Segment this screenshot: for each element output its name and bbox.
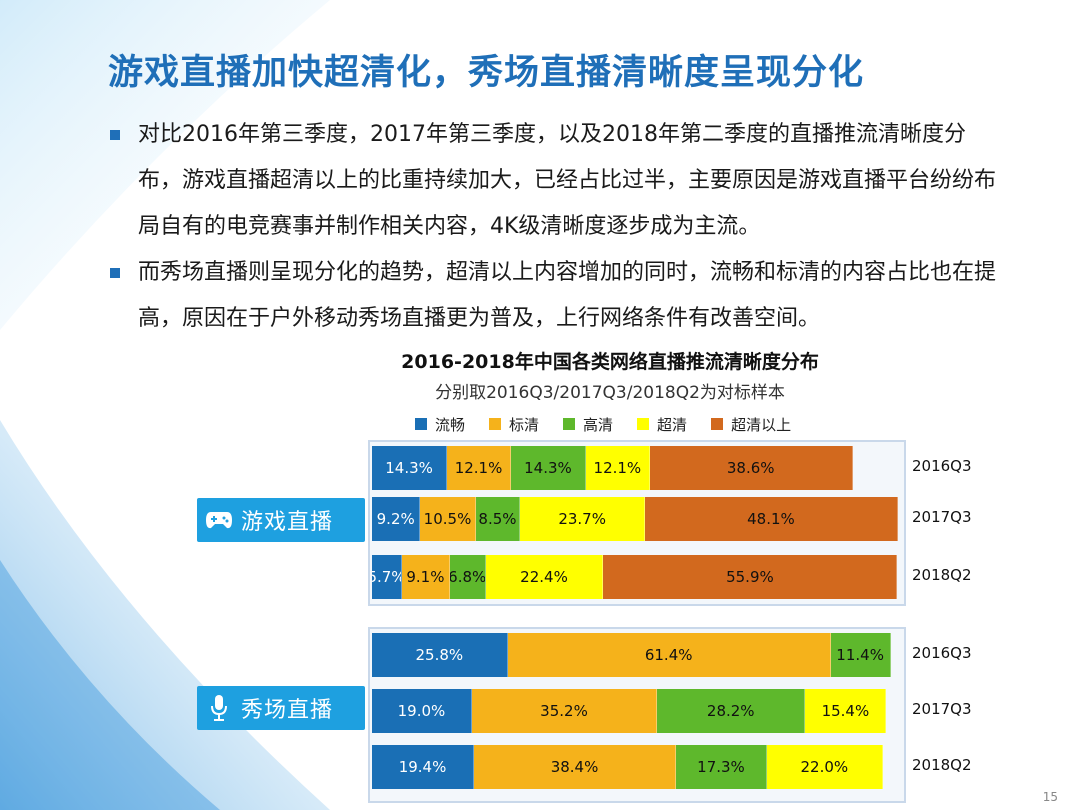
bar-segment: 61.4% <box>507 633 831 677</box>
bar-row: 14.3% 12.1% 14.3% 12.1% 38.6% <box>372 446 898 490</box>
bar-segment: 11.4% <box>830 633 891 677</box>
bar-segment: 9.2% <box>372 497 421 541</box>
bar-segment: 14.3% <box>372 446 448 490</box>
bar-row: 5.7% 9.1%6.8% 22.4% 55.9% <box>372 555 898 599</box>
data-label: 25.8% <box>415 646 464 664</box>
period-label: 2018Q2 <box>912 756 972 774</box>
bar-segment: 8.5% <box>475 497 521 541</box>
legend-item: 高清 <box>563 414 613 435</box>
data-label: 38.6% <box>726 459 775 477</box>
legend-label: 超清 <box>657 415 688 434</box>
bar-segment: 6.8% <box>449 555 486 599</box>
bar-segment: 38.6% <box>649 446 853 490</box>
bullet-item: 对比2016年第三季度，2017年第三季度，以及2018年第二季度的直播推流清晰… <box>108 112 1008 250</box>
data-label: 12.1% <box>593 459 642 477</box>
bar-row: 25.8% 61.4% 11.4% <box>372 633 898 677</box>
group-label-text: 秀场直播 <box>241 698 334 723</box>
chart-legend: 流畅 标清 高清 超清 超清以上 <box>415 413 815 435</box>
data-label: 17.3% <box>697 758 745 776</box>
data-label: 14.3% <box>385 459 433 477</box>
bar-segment: 22.0% <box>766 745 883 789</box>
period-label: 2017Q3 <box>912 700 972 718</box>
legend-label: 标清 <box>509 415 540 434</box>
bar-segment: 5.7% <box>372 555 402 599</box>
data-label: 61.4% <box>644 646 693 664</box>
bar-segment: 35.2% <box>471 689 658 733</box>
gamepad-icon <box>197 498 241 542</box>
legend-label: 超清以上 <box>731 415 792 434</box>
group-label: 游戏直播 <box>197 498 365 542</box>
bar-segment: 14.3% <box>510 446 587 490</box>
data-label: 28.2% <box>706 702 755 720</box>
bar-segment: 19.4% <box>372 745 475 789</box>
chart-title: 2016-2018年中国各类网络直播推流清晰度分布 <box>401 351 819 373</box>
bar-segment: 55.9% <box>603 555 898 599</box>
data-label: 55.9% <box>726 568 774 586</box>
bullet-list: 对比2016年第三季度，2017年第三季度，以及2018年第二季度的直播推流清晰… <box>108 112 1008 342</box>
bar-row: 19.0% 35.2% 28.2% 15.4% <box>372 689 898 733</box>
data-label: 9.1% <box>406 568 445 586</box>
bar-row: 19.4% 38.4% 17.3% 22.0% <box>372 745 898 789</box>
legend-label: 流畅 <box>435 415 466 434</box>
bar-segment: 23.7% <box>520 497 645 541</box>
legend-swatch <box>415 418 427 430</box>
data-label: 19.0% <box>397 702 446 720</box>
bullet-text: 对比2016年第三季度，2017年第三季度，以及2018年第二季度的直播推流清晰… <box>138 122 997 239</box>
data-label: 6.8% <box>449 568 486 586</box>
data-label: 35.2% <box>540 702 588 720</box>
legend-swatch <box>711 418 724 430</box>
bar-row: 9.2% 10.5% 8.5% 23.7% 48.1% <box>372 497 898 541</box>
bullet-text: 而秀场直播则呈现分化的趋势，超清以上内容增加的同时，流畅和标清的内容占比也在提高… <box>138 260 997 331</box>
bar-segment: 9.1% <box>401 555 450 599</box>
legend-item: 标清 <box>489 414 539 435</box>
data-label: 19.4% <box>398 758 447 776</box>
data-label: 10.5% <box>423 510 472 528</box>
period-label: 2016Q3 <box>912 644 972 662</box>
data-label: 12.1% <box>454 459 503 477</box>
bar-segment: 48.1% <box>644 497 898 541</box>
data-label: 38.4% <box>550 758 599 776</box>
bar-segment: 10.5% <box>420 497 476 541</box>
legend-item: 超清 <box>637 414 687 435</box>
legend-swatch <box>563 418 576 430</box>
group-label: 秀场直播 <box>197 686 365 730</box>
period-label: 2016Q3 <box>912 457 972 475</box>
bar-segment: 17.3% <box>676 745 767 789</box>
bar-segment: 19.0% <box>372 689 472 733</box>
data-label: 48.1% <box>747 510 795 528</box>
chart-subtitle: 分别取2016Q3/2017Q3/2018Q2为对标样本 <box>435 383 785 403</box>
bullet-item: 而秀场直播则呈现分化的趋势，超清以上内容增加的同时，流畅和标清的内容占比也在提高… <box>108 250 1008 342</box>
bullet-square-icon <box>110 268 120 278</box>
legend-swatch <box>489 418 502 430</box>
legend-label: 高清 <box>583 415 614 434</box>
bar-segment: 22.4% <box>485 555 604 599</box>
bar-segment: 28.2% <box>657 689 806 733</box>
bullet-square-icon <box>110 130 120 140</box>
data-label: 5.7% <box>372 568 401 586</box>
slide-title: 游戏直播加快超清化，秀场直播清晰度呈现分化 <box>108 53 865 93</box>
data-label: 14.3% <box>524 459 572 477</box>
data-label: 23.7% <box>558 510 606 528</box>
page-number: 15 <box>1042 790 1058 804</box>
microphone-icon <box>197 686 241 730</box>
bar-segment: 15.4% <box>805 689 887 733</box>
period-label: 2018Q2 <box>912 566 972 584</box>
legend-swatch <box>637 418 650 430</box>
bar-segment: 25.8% <box>372 633 508 677</box>
bar-segment: 12.1% <box>447 446 511 490</box>
bar-segment: 38.4% <box>474 745 676 789</box>
legend-item: 超清以上 <box>711 414 791 435</box>
bar-segment: 12.1% <box>586 446 650 490</box>
group-label-text: 游戏直播 <box>241 510 334 535</box>
data-label: 22.4% <box>520 568 568 586</box>
data-label: 15.4% <box>821 702 870 720</box>
data-label: 22.0% <box>800 758 849 776</box>
data-label: 9.2% <box>376 510 415 528</box>
legend-item: 流畅 <box>415 414 465 435</box>
data-label: 11.4% <box>836 646 884 664</box>
period-label: 2017Q3 <box>912 508 972 526</box>
data-label: 8.5% <box>478 510 517 528</box>
